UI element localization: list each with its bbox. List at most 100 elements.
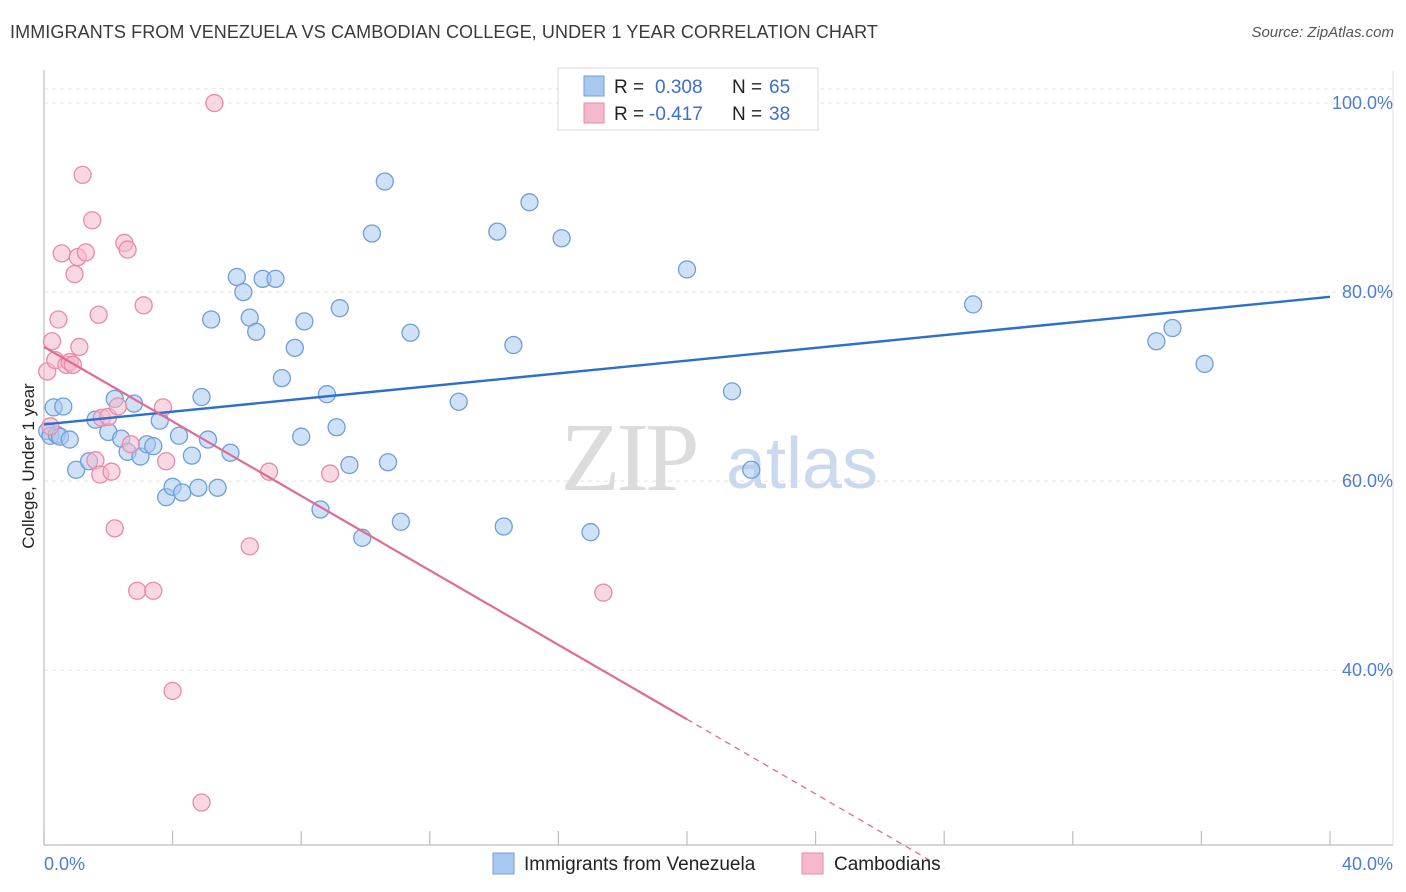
cambodian-point xyxy=(192,793,211,812)
stats-legend-n-label-cambodians: N = xyxy=(732,104,762,125)
y-axis-label: College, Under 1 year xyxy=(19,383,38,549)
trend-line-cambodians xyxy=(43,345,688,721)
venezuela-point xyxy=(327,418,346,437)
cambodian-point xyxy=(118,240,137,259)
trend-line-cambodians-extension xyxy=(686,718,945,870)
venezuela-point xyxy=(285,338,304,358)
cambodian-point xyxy=(52,244,71,263)
x-tick-label-min: 0.0% xyxy=(44,854,85,874)
stats-legend-n-label-venezuela: N = xyxy=(732,77,762,98)
stats-legend-r-value-cambodians: -0.417 xyxy=(649,104,703,125)
venezuela-point xyxy=(391,512,411,531)
venezuela-point xyxy=(722,382,742,401)
cambodian-point xyxy=(108,397,128,416)
cambodian-point xyxy=(83,211,102,230)
legend-label-cambodians: Cambodians xyxy=(834,854,941,875)
venezuela-point xyxy=(272,368,292,388)
cambodian-point xyxy=(594,583,613,602)
trend-lines xyxy=(43,295,1331,870)
venezuela-point xyxy=(581,523,600,542)
cambodian-point xyxy=(102,462,121,481)
venezuela-point xyxy=(317,385,337,404)
cambodian-point xyxy=(320,464,340,483)
trend-line-venezuela xyxy=(43,295,1331,426)
cambodian-point xyxy=(121,435,140,454)
stats-legend-n-value-cambodians: 38 xyxy=(769,104,790,125)
venezuela-point xyxy=(182,446,202,465)
venezuela-point xyxy=(60,430,79,449)
venezuela-point xyxy=(340,455,359,475)
venezuela-point xyxy=(173,483,192,502)
venezuela-point xyxy=(1195,354,1214,374)
y-tick-label: 80.0% xyxy=(1342,282,1393,302)
venezuela-point xyxy=(266,269,285,289)
venezuela-point xyxy=(208,478,227,497)
y-tick-label: 40.0% xyxy=(1342,660,1393,680)
venezuela-point xyxy=(202,310,221,329)
stats-legend-swatch-cambodians xyxy=(583,102,605,124)
y-tick-label: 100.0% xyxy=(1332,93,1393,113)
stats-legend-swatch-venezuela xyxy=(583,75,605,97)
venezuela-point xyxy=(144,437,163,456)
cambodian-point xyxy=(134,296,153,315)
venezuela-point xyxy=(1163,318,1182,338)
cambodian-point xyxy=(89,305,108,324)
cambodian-point xyxy=(240,537,259,556)
venezuela-point xyxy=(362,224,382,243)
cambodian-point xyxy=(105,519,124,538)
chart-title: IMMIGRANTS FROM VENEZUELA VS CAMBODIAN C… xyxy=(10,22,878,42)
stats-legend-r-value-venezuela: 0.308 xyxy=(655,77,703,98)
stats-legend-r-label-venezuela: R = xyxy=(614,77,644,98)
venezuela-point xyxy=(375,172,394,191)
venezuela-point xyxy=(552,229,571,248)
cambodian-point xyxy=(76,243,95,262)
venezuela-point xyxy=(330,299,349,318)
y-tick-label: 60.0% xyxy=(1342,471,1393,491)
stats-legend-n-value-venezuela: 65 xyxy=(769,77,790,98)
venezuela-point xyxy=(189,478,208,497)
venezuela-point xyxy=(227,267,247,287)
venezuela-point xyxy=(401,323,420,342)
legend-swatch-venezuela xyxy=(492,852,515,875)
stats-legend: R = 0.308 N = 65 R = -0.417 N = 38 xyxy=(557,67,819,131)
axes: 40.0% 60.0% 80.0% 100.0% xyxy=(43,70,1394,846)
cambodian-point xyxy=(73,165,92,185)
cambodian-point xyxy=(157,452,176,471)
cambodian-point xyxy=(205,93,224,113)
venezuela-point xyxy=(504,335,523,355)
venezuela-point xyxy=(520,193,539,212)
venezuela-point xyxy=(494,517,513,536)
cambodian-point xyxy=(144,581,163,600)
venezuela-point xyxy=(234,282,253,302)
legend-swatch-cambodians xyxy=(801,852,824,875)
venezuela-point xyxy=(247,322,266,341)
cambodian-point xyxy=(70,337,89,357)
venezuela-point xyxy=(488,222,507,241)
cambodian-point xyxy=(49,310,68,329)
cambodian-point xyxy=(163,681,182,701)
venezuela-point xyxy=(292,427,311,446)
grid xyxy=(44,88,1393,671)
venezuela-point xyxy=(295,312,314,331)
watermark: ZIP atlas xyxy=(561,404,879,512)
series-legend: Immigrants from Venezuela Cambodians xyxy=(492,852,941,875)
venezuela-point xyxy=(67,460,86,479)
cambodian-point xyxy=(128,581,147,600)
venezuela-point xyxy=(963,295,983,314)
scatter-points xyxy=(38,93,1214,812)
cambodian-point xyxy=(41,417,60,436)
cambodian-point xyxy=(65,264,84,284)
venezuela-point xyxy=(677,260,697,279)
watermark-zip: ZIP xyxy=(561,404,696,512)
venezuela-point xyxy=(169,426,189,445)
venezuela-point xyxy=(192,387,211,407)
legend-label-venezuela: Immigrants from Venezuela xyxy=(524,854,756,875)
venezuela-point xyxy=(54,397,73,416)
venezuela-point xyxy=(742,460,761,479)
chart-source: Source: ZipAtlas.com xyxy=(1251,24,1394,41)
stats-legend-r-label-cambodians: R = xyxy=(614,104,644,125)
venezuela-point xyxy=(1147,332,1166,351)
venezuela-point xyxy=(449,392,468,411)
cambodian-point xyxy=(42,332,62,351)
